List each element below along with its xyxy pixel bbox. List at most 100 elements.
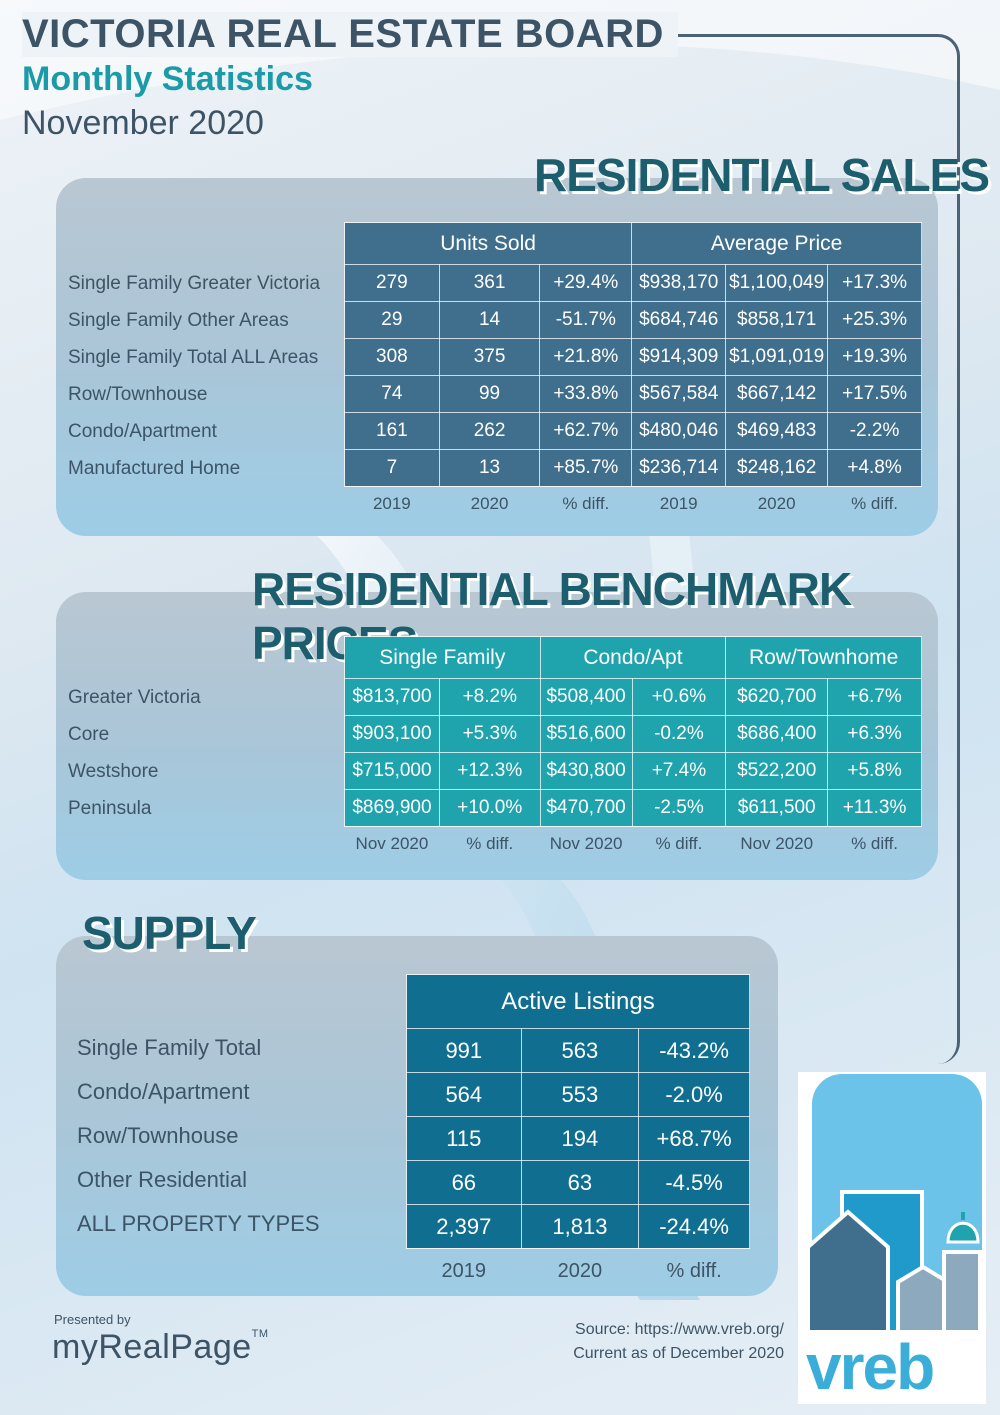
current-as-of: Current as of December 2020 <box>573 1345 784 1362</box>
myrealpage-logo: myRealPageTM <box>52 1328 269 1367</box>
column-footer: % diff. <box>851 493 899 513</box>
column-footer: % diff. <box>851 833 899 853</box>
report-period: November 2020 <box>22 104 264 142</box>
row-label: Single Family Greater Victoria <box>68 273 321 294</box>
column-footer: 2020 <box>557 1260 603 1283</box>
table-cell: 991 <box>406 1028 522 1073</box>
table-cell: -43.2% <box>638 1028 750 1073</box>
table-cell: -0.2% <box>631 715 727 753</box>
table-cell: $508,400 <box>539 678 633 716</box>
row-label: Single Family Total <box>77 1035 262 1060</box>
vreb-wordmark: vreb <box>806 1331 935 1403</box>
table-cell: +33.8% <box>539 375 633 413</box>
row-label: Single Family Total ALL Areas <box>68 347 319 368</box>
table-cell: $684,746 <box>631 301 727 339</box>
column-footer: 2019 <box>372 493 411 513</box>
presented-by-label: Presented by <box>54 1312 131 1327</box>
table-cell: $858,171 <box>725 301 829 339</box>
table-cell: 564 <box>406 1072 522 1117</box>
table-cell: $620,700 <box>725 678 829 716</box>
benchmark-section-title: RESIDENTIAL BENCHMARK PRICES <box>252 563 852 669</box>
table-row: $715,000 +12.3% $430,800 +7.4% $522,200 +5.8% <box>344 752 922 790</box>
supply-table: Active Listings 991 563 -43.2% 564 553 -2.0% 1… <box>406 974 750 1295</box>
table-cell: 563 <box>520 1028 640 1073</box>
table-cell: $938,170 <box>631 264 727 302</box>
table-cell: -24.4% <box>638 1204 750 1249</box>
table-cell: $248,162 <box>725 449 829 487</box>
table-cell: 66 <box>406 1160 522 1205</box>
table-cell: $813,700 <box>344 678 440 716</box>
table-row: 74 99 +33.8% $567,584 $667,142 +17.5% <box>344 375 922 413</box>
table-row: 308 375 +21.8% $914,309 $1,091,019 +19.3% <box>344 338 922 376</box>
table-cell: 375 <box>438 338 541 376</box>
table-cell: -2.0% <box>638 1072 750 1117</box>
table-cell: $236,714 <box>631 449 727 487</box>
column-footer: % diff. <box>655 833 703 853</box>
benchmark-table: Single Family Condo/Apt Row/Townhome $81… <box>344 636 922 861</box>
table-cell: +0.6% <box>631 678 727 716</box>
table-cell: -2.2% <box>827 412 922 450</box>
table-cell: $522,200 <box>725 752 829 790</box>
table-cell: +8.2% <box>438 678 541 716</box>
table-row: $869,900 +10.0% $470,700 -2.5% $611,500 +11.3… <box>344 789 922 827</box>
header-condo-apt: Condo/Apt <box>539 636 727 679</box>
table-row: 29 14 -51.7% $684,746 $858,171 +25.3% <box>344 301 922 339</box>
table-cell: $611,500 <box>725 789 829 827</box>
column-footer: Nov 2020 <box>740 833 814 853</box>
table-cell: +29.4% <box>539 264 633 302</box>
header-active-listings: Active Listings <box>406 974 750 1029</box>
table-cell: 161 <box>344 412 440 450</box>
table-cell: $470,700 <box>539 789 633 827</box>
row-label: Manufactured Home <box>68 458 241 479</box>
table-cell: $869,900 <box>344 789 440 827</box>
trademark-mark: TM <box>251 1328 269 1340</box>
table-cell: $430,800 <box>539 752 633 790</box>
row-label: Single Family Other Areas <box>68 310 289 331</box>
table-row: 66 63 -4.5% <box>406 1160 750 1205</box>
table-cell: +6.3% <box>827 715 922 753</box>
table-cell: +4.8% <box>827 449 922 487</box>
table-cell: 262 <box>438 412 541 450</box>
table-row: $813,700 +8.2% $508,400 +0.6% $620,700 +6.7% <box>344 678 922 716</box>
table-cell: +12.3% <box>438 752 541 790</box>
vreb-logo: vreb <box>798 1072 986 1404</box>
row-label: Peninsula <box>68 798 152 819</box>
page-subtitle: Monthly Statistics <box>22 60 313 98</box>
table-cell: 29 <box>344 301 440 339</box>
header-row-townhome: Row/Townhome <box>725 636 922 679</box>
table-cell: 13 <box>438 449 541 487</box>
table-row: 7 13 +85.7% $236,714 $248,162 +4.8% <box>344 449 922 487</box>
table-cell: 99 <box>438 375 541 413</box>
table-cell: $469,483 <box>725 412 829 450</box>
table-row: 564 553 -2.0% <box>406 1072 750 1117</box>
table-cell: +7.4% <box>631 752 727 790</box>
table-row: 279 361 +29.4% $938,170 $1,100,049 +17.3% <box>344 264 922 302</box>
table-row: 2,397 1,813 -24.4% <box>406 1204 750 1249</box>
column-footer: 2020 <box>757 493 796 513</box>
source-url: Source: https://www.vreb.org/ <box>575 1321 784 1338</box>
row-label: Condo/Apartment <box>68 421 217 442</box>
table-cell: +68.7% <box>638 1116 750 1161</box>
table-cell: 14 <box>438 301 541 339</box>
table-cell: $1,100,049 <box>725 264 829 302</box>
column-footer: Nov 2020 <box>549 833 623 853</box>
table-cell: 361 <box>438 264 541 302</box>
table-cell: 74 <box>344 375 440 413</box>
page-title: VICTORIA REAL ESTATE BOARD <box>22 12 678 57</box>
sales-section-title: RESIDENTIAL SALES <box>534 149 990 201</box>
table-cell: +25.3% <box>827 301 922 339</box>
table-cell: 279 <box>344 264 440 302</box>
table-cell: $480,046 <box>631 412 727 450</box>
table-cell: +85.7% <box>539 449 633 487</box>
table-cell: 63 <box>520 1160 640 1205</box>
source-note: Source: https://www.vreb.org/ Current as… <box>573 1318 784 1366</box>
table-cell: $516,600 <box>539 715 633 753</box>
row-label: Row/Townhouse <box>68 384 208 405</box>
table-cell: +5.8% <box>827 752 922 790</box>
table-cell: +21.8% <box>539 338 633 376</box>
table-cell: +10.0% <box>438 789 541 827</box>
row-label: Westshore <box>68 761 159 782</box>
column-footer: 2019 <box>441 1260 487 1283</box>
table-row: 161 262 +62.7% $480,046 $469,483 -2.2% <box>344 412 922 450</box>
table-cell: $667,142 <box>725 375 829 413</box>
